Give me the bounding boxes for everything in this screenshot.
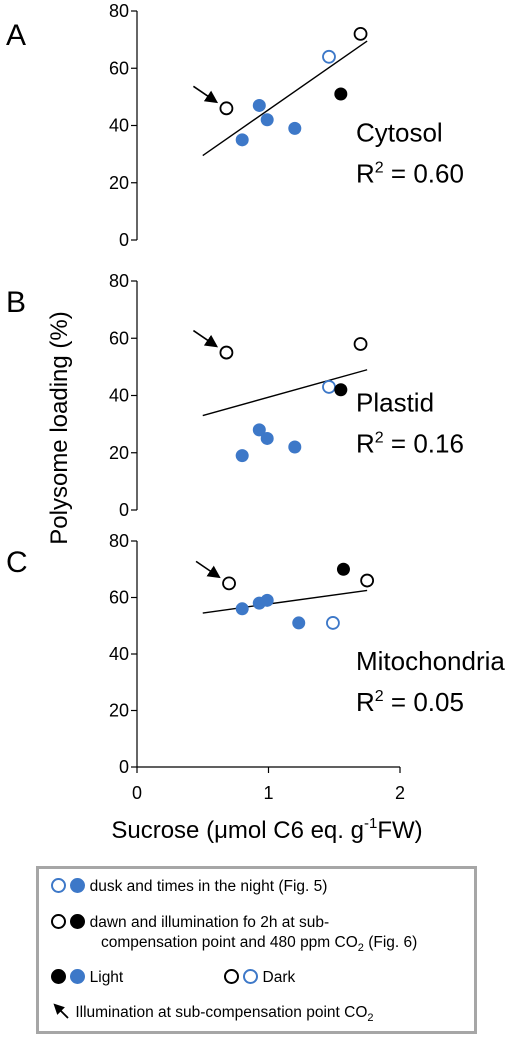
dawn-open-point (353, 27, 368, 41)
y-tick-label: 80 (109, 271, 129, 291)
y-tick-label: 60 (109, 328, 129, 348)
y-tick-label: 0 (119, 500, 129, 520)
compartment-label: Mitochondria (356, 646, 505, 676)
light-point (252, 98, 266, 112)
open-blue-circle-icon (243, 969, 259, 984)
panel-a: A 0 20 40 60 80 Cytosol R2 = 0.60 (6, 1, 464, 250)
open-blue-circle-icon (51, 878, 66, 893)
y-tick-label: 0 (119, 230, 129, 250)
light-point (260, 431, 274, 445)
dawn-open-point (353, 337, 368, 351)
dusk-open-point (326, 616, 340, 630)
legend-row-dusk: dusk and times in the night (Fig. 5) (51, 877, 327, 897)
light-point (235, 602, 249, 616)
y-tick-label: 60 (109, 588, 129, 608)
light-point (252, 423, 266, 437)
legend-row-arrow: Illumination at sub-compensation point C… (51, 1001, 374, 1028)
panel-c: C 0 20 40 60 80 0 1 2 Mitochondria R2 = 0.05 (6, 531, 505, 803)
dawn-filled-point (334, 87, 348, 101)
legend-dawn-sub: 2 (357, 942, 364, 955)
y-axis-title: Polysome loading (%) (46, 311, 73, 544)
r-squared-label: R2 = 0.16 (356, 429, 464, 459)
light-point (235, 133, 249, 147)
dusk-open-point (322, 380, 336, 394)
filled-blue-circle-icon (70, 969, 86, 984)
y-tick-label: 0 (119, 757, 129, 777)
trendline (202, 40, 368, 157)
legend-dawn-label-2: compensation point and 480 ppm CO (101, 934, 358, 951)
light-point (288, 121, 302, 135)
light-point (288, 440, 302, 454)
arrow-annotation (195, 560, 221, 579)
panel-letter: A (6, 19, 26, 52)
dawn-open-point (219, 345, 234, 360)
y-tick-label: 40 (109, 644, 129, 664)
x-tick-label: 0 (132, 783, 142, 803)
open-black-circle-icon (223, 969, 239, 984)
light-point (260, 593, 274, 607)
dawn-filled-point (334, 383, 348, 397)
y-tick-label: 40 (109, 386, 129, 406)
legend-row-dawn: dawn and illumination fo 2h at sub- (51, 913, 329, 933)
legend-light-label: Light (89, 969, 124, 986)
x-tick-label: 1 (263, 783, 273, 803)
legend-dawn-label-3: (Fig. 6) (363, 934, 418, 951)
legend-arrow-label: Illumination at sub-compensation point C… (75, 1004, 368, 1021)
legend-row-dawn-cont: compensation point and 480 ppm CO2 (Fig.… (101, 933, 417, 958)
y-tick-label: 60 (109, 58, 129, 78)
y-tick-label: 20 (109, 173, 129, 193)
arrow-annotation (192, 329, 219, 348)
trendline (202, 589, 368, 614)
filled-blue-circle-icon (70, 878, 86, 893)
compartment-label: Plastid (356, 388, 434, 418)
arrow-icon (53, 1003, 69, 1019)
open-black-circle-icon (51, 914, 66, 929)
light-point (235, 449, 249, 463)
legend: dusk and times in the night (Fig. 5) daw… (36, 866, 477, 1034)
legend-row-light-dark: Light Dark (51, 968, 295, 988)
x-tick-label: 2 (395, 783, 405, 803)
legend-dawn-label-1: dawn and illumination fo 2h at sub- (89, 914, 330, 931)
dawn-open-point (219, 101, 234, 116)
light-point (292, 616, 306, 630)
r-squared-label: R2 = 0.60 (356, 159, 464, 189)
legend-arrow-sub: 2 (367, 1012, 374, 1025)
y-tick-label: 40 (109, 116, 129, 136)
trendline (202, 369, 368, 417)
dawn-open-point (360, 573, 375, 588)
panel-b: B 0 20 40 60 80 Plastid R2 = 0.16 (6, 271, 464, 520)
dusk-open-point (322, 49, 336, 64)
filled-black-circle-icon (70, 914, 86, 929)
dawn-open-point (222, 576, 236, 591)
x-axis-title: Sucrose (μmol C6 eq. g-1FW) (111, 815, 422, 844)
dawn-filled-point (336, 562, 350, 576)
filled-black-circle-icon (51, 969, 66, 984)
light-point (260, 113, 274, 127)
y-tick-label: 20 (109, 701, 129, 721)
panel-letter: C (6, 546, 28, 579)
legend-dark-label: Dark (262, 969, 296, 986)
y-tick-label: 20 (109, 443, 129, 463)
panel-letter: B (6, 286, 26, 319)
arrow-annotation (192, 85, 219, 104)
r-squared-label: R2 = 0.05 (356, 687, 464, 717)
y-tick-label: 80 (109, 531, 129, 551)
y-tick-label: 80 (109, 1, 129, 21)
legend-dusk-label: dusk and times in the night (Fig. 5) (89, 878, 328, 895)
compartment-label: Cytosol (356, 118, 443, 148)
